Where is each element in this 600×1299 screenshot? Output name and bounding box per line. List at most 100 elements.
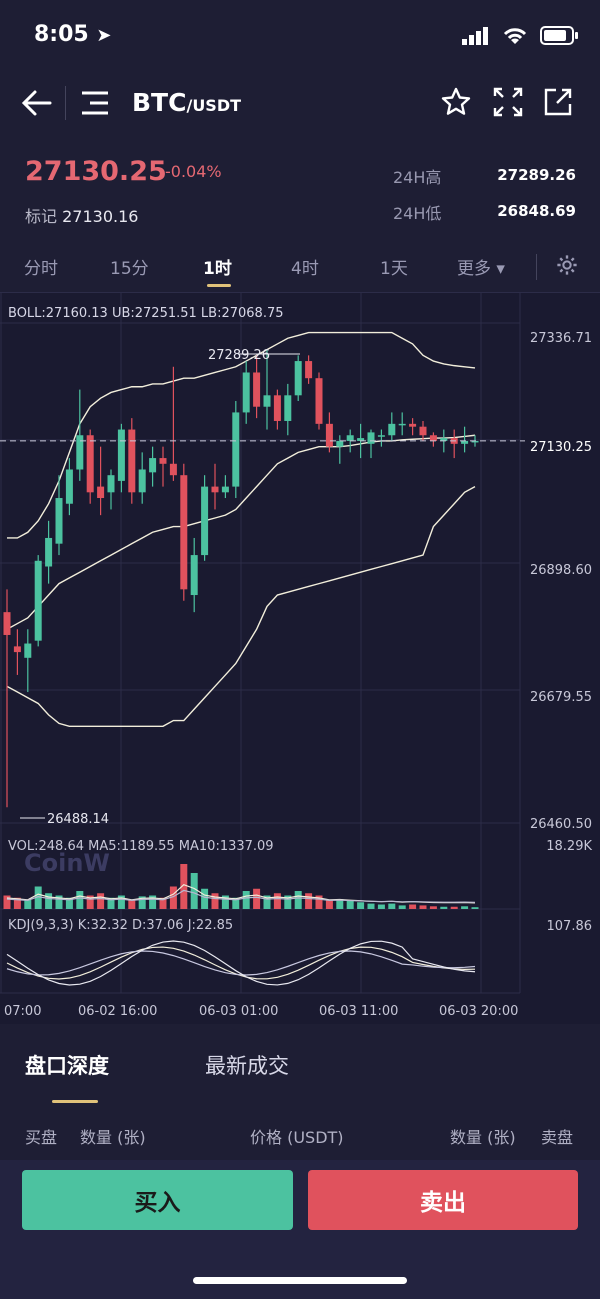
kline-chart[interactable]: BOLL:27160.13 UB:27251.51 LB:27068.75 VO… <box>0 292 600 1024</box>
volume-bar <box>128 900 136 909</box>
time-axis-label: 06-03 01:00 <box>199 1004 278 1019</box>
candle-body <box>429 435 437 441</box>
buy-button[interactable]: 买入 <box>22 1170 293 1230</box>
volume-bar <box>388 903 396 909</box>
candle-body <box>86 435 94 493</box>
price-axis-label: 27336.71 <box>530 331 592 346</box>
low-value: 26848.69 <box>497 202 576 220</box>
candle-body <box>461 440 469 444</box>
volume-ma10-line <box>6 889 476 903</box>
candle-body <box>65 469 73 504</box>
candle-body <box>471 440 479 443</box>
active-tab-indicator <box>207 284 231 287</box>
volume-bar <box>149 895 157 909</box>
volume-bar <box>450 906 458 909</box>
settings-gear-icon[interactable] <box>556 254 578 276</box>
status-bar: 8:05 ➤ <box>0 0 600 70</box>
candle-body <box>211 486 219 493</box>
volume-bar <box>273 893 281 909</box>
star-icon[interactable] <box>440 86 472 118</box>
candle-body <box>3 612 11 635</box>
tab-depth[interactable]: 盘口深度 <box>25 1054 109 1078</box>
volume-bar <box>357 902 365 909</box>
price-axis-label: 26679.55 <box>530 690 592 705</box>
time-axis-label: 06-03 11:00 <box>319 1004 398 1019</box>
volume-bar <box>169 886 177 909</box>
back-arrow-icon[interactable] <box>20 88 54 118</box>
pair-title[interactable]: BTC/USDT <box>132 88 242 117</box>
volume-bar <box>461 906 469 909</box>
candle-body <box>13 646 21 653</box>
high-value: 27289.26 <box>497 166 576 184</box>
home-indicator[interactable] <box>193 1277 407 1284</box>
tab-1h[interactable]: 1时 <box>203 259 232 279</box>
kline-chart-svg[interactable]: BOLL:27160.13 UB:27251.51 LB:27068.75 VO… <box>0 293 600 1025</box>
volume-bar <box>325 900 333 909</box>
volume-bar <box>221 895 229 909</box>
bid-label: 买盘 <box>25 1128 58 1147</box>
volume-bar <box>419 905 427 909</box>
trade-action-bar: 买入 卖出 <box>0 1160 600 1299</box>
mark-price: 标记 27130.16 <box>25 207 139 226</box>
tabs-divider <box>536 254 537 280</box>
tab-latest-trades[interactable]: 最新成交 <box>205 1054 289 1078</box>
volume-bar <box>315 895 323 909</box>
candle-body <box>409 423 417 427</box>
volume-bar <box>65 897 73 909</box>
candle-body <box>242 372 250 413</box>
volume-bar <box>138 896 146 909</box>
sell-button[interactable]: 卖出 <box>308 1170 578 1230</box>
volume-bar <box>3 895 11 909</box>
volume-bar <box>253 888 261 909</box>
volume-bar <box>211 893 219 909</box>
low-marker-label: 26488.14 <box>47 812 109 827</box>
fullscreen-icon[interactable] <box>492 86 524 118</box>
timeframe-tabs: 分时 15分 1时 4时 1天 更多 ▾ <box>0 244 600 288</box>
volume-bar <box>117 895 125 909</box>
candle-body <box>294 361 302 396</box>
candle-body <box>284 395 292 421</box>
current-price-axis-label: 27130.25 <box>530 440 592 455</box>
kdj-indicator-label: KDJ(9,3,3) K:32.32 D:37.06 J:22.85 <box>8 918 233 933</box>
candle-body <box>325 423 333 447</box>
volume-bar <box>190 873 198 909</box>
boll-upper-line <box>7 331 476 539</box>
candle-body <box>45 537 53 567</box>
tab-15m[interactable]: 15分 <box>110 259 149 279</box>
kdj-k-line <box>6 946 476 980</box>
volume-bar <box>97 893 105 909</box>
share-icon[interactable] <box>542 86 574 118</box>
candle-body <box>440 438 448 441</box>
tab-4h[interactable]: 4时 <box>291 259 319 279</box>
kdj-j-line <box>6 940 476 986</box>
cellular-signal-icon <box>462 26 488 45</box>
volume-axis-label: 18.29K <box>546 839 592 854</box>
candle-body <box>24 643 32 658</box>
high-marker-label: 27289.26 <box>208 348 270 363</box>
tab-timeline[interactable]: 分时 <box>24 259 58 279</box>
volume-bar <box>45 893 53 909</box>
menu-icon[interactable] <box>80 88 110 118</box>
volume-bar <box>201 888 209 909</box>
volume-bar <box>232 897 240 909</box>
volume-bar <box>471 907 479 909</box>
ask-label: 卖盘 <box>541 1128 574 1147</box>
volume-indicator-label: VOL:248.64 MA5:1189.55 MA10:1337.09 <box>8 839 274 854</box>
candle-body <box>159 458 167 464</box>
tab-1d[interactable]: 1天 <box>380 259 408 279</box>
battery-icon <box>540 26 578 45</box>
candle-body <box>315 378 323 424</box>
candle-body <box>138 469 146 493</box>
candle-body <box>273 395 281 421</box>
candle-body <box>97 486 105 499</box>
volume-bar <box>377 904 385 909</box>
tab-more[interactable]: 更多 ▾ <box>457 259 505 279</box>
volume-bar <box>367 903 375 909</box>
volume-bar <box>34 886 42 909</box>
candle-body <box>367 432 375 444</box>
volume-bar <box>398 905 406 909</box>
candle-body <box>149 458 157 473</box>
volume-bar <box>180 864 188 909</box>
boll-mid-line <box>6 434 476 630</box>
volume-bar <box>107 897 115 909</box>
